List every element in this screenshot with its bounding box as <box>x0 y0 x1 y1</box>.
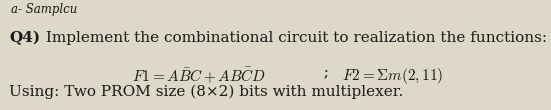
Text: $F1 = A\bar{B}C + AB\bar{C}D$: $F1 = A\bar{B}C + AB\bar{C}D$ <box>132 66 266 86</box>
Text: a- Samplcu: a- Samplcu <box>11 3 77 16</box>
Text: $F2 = \Sigma m(2, 11)$: $F2 = \Sigma m(2, 11)$ <box>342 66 443 86</box>
Text: ;: ; <box>314 66 329 80</box>
Text: Implement the combinational circuit to realization the functions:: Implement the combinational circuit to r… <box>41 31 548 45</box>
Text: Q4): Q4) <box>9 31 40 45</box>
Text: Using: Two PROM size (8×2) bits with multiplexer.: Using: Two PROM size (8×2) bits with mul… <box>9 85 404 99</box>
